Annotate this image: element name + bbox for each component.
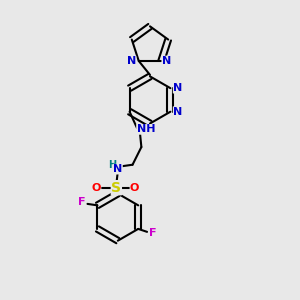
Text: NH: NH xyxy=(136,124,155,134)
Text: N: N xyxy=(113,164,122,174)
Text: F: F xyxy=(148,228,156,238)
Text: N: N xyxy=(127,56,136,66)
Text: O: O xyxy=(92,183,101,193)
Text: N: N xyxy=(162,56,171,66)
Text: F: F xyxy=(78,197,86,207)
Text: N: N xyxy=(173,83,182,93)
Text: H: H xyxy=(109,160,117,170)
Text: S: S xyxy=(111,181,122,195)
Text: N: N xyxy=(173,107,182,117)
Text: O: O xyxy=(130,183,139,193)
